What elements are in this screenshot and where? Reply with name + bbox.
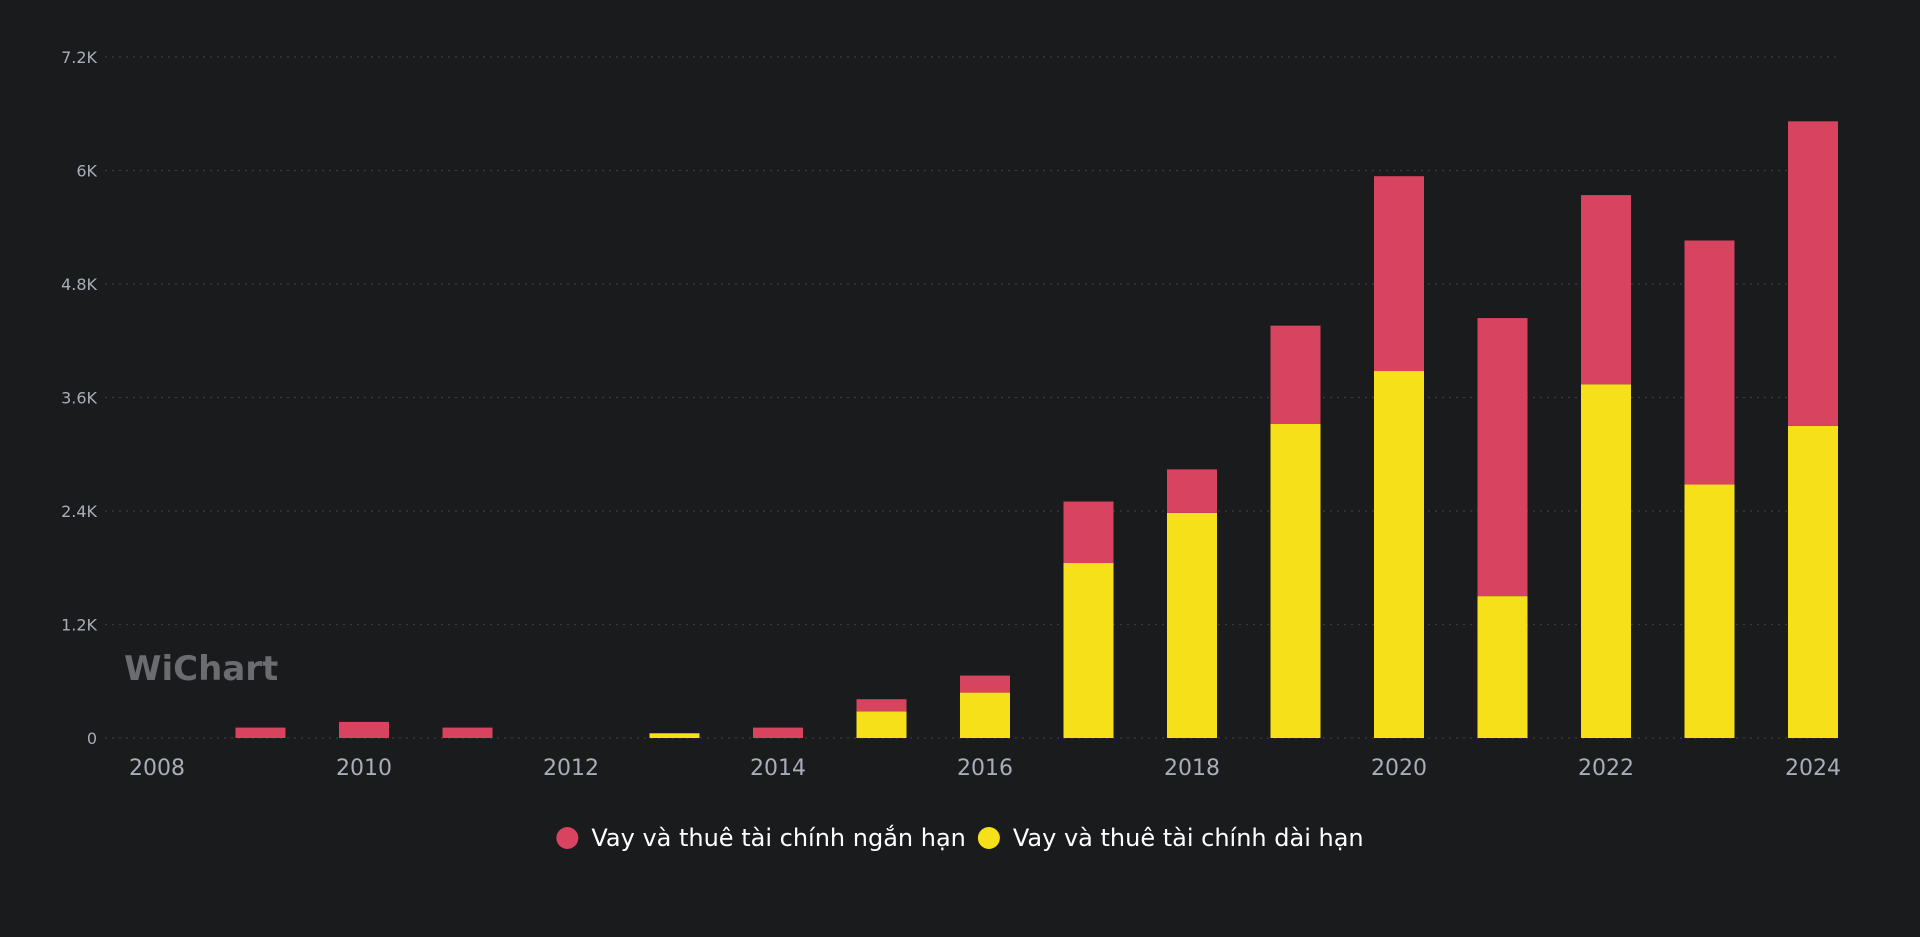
watermark: WiChart	[124, 649, 278, 689]
x-axis-ticks: 2008 2010 2012 2014 2016 2018 2020 2022 2024	[129, 756, 1841, 781]
bar-2017-short-term[interactable]	[1063, 501, 1114, 564]
legend-marker	[977, 827, 1000, 849]
y-tick-label: 0	[87, 729, 97, 748]
bar-2010-short-term[interactable]	[339, 721, 389, 738]
x-tick-label: 2008	[129, 756, 185, 781]
bar-2017-long-term[interactable]	[1063, 563, 1114, 738]
x-tick-label: 2012	[543, 756, 599, 781]
legend: Vay và thuê tài chính ngắn hạn Vay và thu…	[556, 823, 1364, 852]
y-axis-ticks: 0 1.2K 2.4K 3.6K 4.8K 6K 7.2K	[61, 48, 97, 748]
x-tick-label: 2010	[336, 756, 392, 781]
x-tick-label: 2016	[957, 756, 1013, 781]
legend-item[interactable]: Vay và thuê tài chính ngắn hạn	[556, 823, 966, 852]
bar-2022-short-term[interactable]	[1581, 195, 1631, 385]
bar-2021-long-term[interactable]	[1477, 596, 1528, 738]
legend-label: Vay và thuê tài chính ngắn hạn	[591, 823, 966, 852]
bar-2016-long-term[interactable]	[960, 692, 1010, 738]
bar-2024-long-term[interactable]	[1788, 425, 1838, 738]
bar-2023-short-term[interactable]	[1684, 240, 1735, 485]
bar-2019-short-term[interactable]	[1270, 325, 1321, 424]
legend-label: Vay và thuê tài chính dài hạn	[1013, 824, 1364, 852]
bars-layer	[235, 121, 1838, 738]
bar-2020-short-term[interactable]	[1374, 176, 1424, 372]
bar-2024-short-term[interactable]	[1788, 121, 1838, 426]
x-tick-label: 2020	[1371, 756, 1427, 781]
legend-item[interactable]: Vay và thuê tài chính dài hạn	[977, 824, 1364, 852]
x-tick-label: 2018	[1164, 756, 1220, 781]
bar-2016-short-term[interactable]	[960, 675, 1010, 693]
bar-2013-long-term[interactable]	[649, 733, 700, 738]
bar-2022-long-term[interactable]	[1581, 384, 1631, 738]
y-tick-label: 7.2K	[61, 48, 97, 67]
grid-layer	[105, 56, 1840, 739]
bar-2023-long-term[interactable]	[1684, 484, 1735, 738]
x-tick-label: 2014	[750, 756, 806, 781]
y-tick-label: 1.2K	[61, 616, 97, 635]
x-tick-label: 2022	[1578, 756, 1634, 781]
bar-2011-short-term[interactable]	[442, 727, 493, 738]
bar-2015-short-term[interactable]	[856, 699, 907, 712]
legend-marker	[556, 827, 579, 849]
y-tick-label: 6K	[76, 162, 97, 181]
bar-2018-short-term[interactable]	[1167, 469, 1217, 513]
bar-2018-long-term[interactable]	[1167, 512, 1217, 738]
bar-2015-long-term[interactable]	[856, 711, 907, 738]
y-tick-label: 4.8K	[61, 275, 97, 294]
y-tick-label: 3.6K	[61, 389, 97, 408]
bar-2019-long-term[interactable]	[1270, 423, 1321, 738]
x-tick-label: 2024	[1785, 756, 1841, 781]
y-tick-label: 2.4K	[61, 502, 97, 521]
watermark-text: WiChart	[124, 649, 278, 689]
bar-2021-short-term[interactable]	[1477, 318, 1528, 597]
bar-2020-long-term[interactable]	[1374, 371, 1424, 738]
bar-2009-short-term[interactable]	[235, 727, 286, 738]
bar-2014-short-term[interactable]	[753, 727, 803, 738]
